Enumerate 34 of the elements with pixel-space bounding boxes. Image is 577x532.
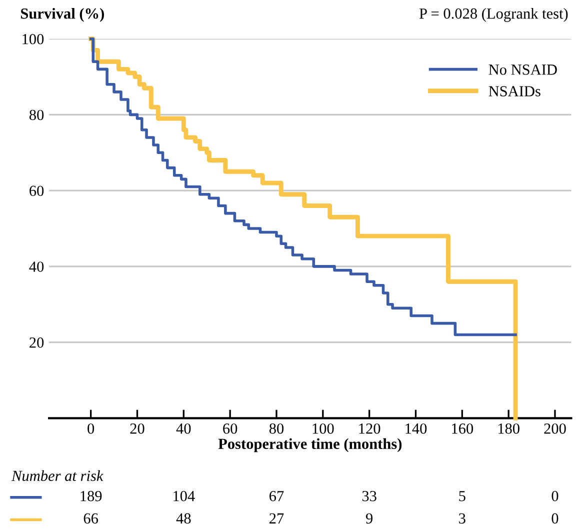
text: P = 0.028 (Logrank test) <box>419 8 568 22</box>
text: 0 <box>552 490 558 502</box>
x-tick-label: 120 <box>359 423 380 434</box>
text: 33 <box>362 490 376 502</box>
x-tick-label: 100 <box>312 423 334 434</box>
text: 66 <box>84 513 98 524</box>
x-axis-title: Postoperative time (months) <box>218 438 402 452</box>
legend-label: NSAIDs <box>488 86 540 96</box>
text: 0 <box>552 513 558 524</box>
text: 104 <box>174 490 195 502</box>
x-tick-label: 200 <box>544 423 566 434</box>
x-tick-label: 60 <box>223 423 238 434</box>
y-tick-label: 80 <box>29 110 44 120</box>
x-tick-label: 20 <box>130 423 144 434</box>
text: Number at risk <box>11 470 104 482</box>
y-tick-label: 20 <box>30 337 44 348</box>
text: 9 <box>366 513 373 524</box>
y-axis-title: Survival (%) <box>21 8 104 22</box>
y-tick-label: 40 <box>29 262 44 272</box>
text: 67 <box>270 490 284 502</box>
x-tick-label: 40 <box>176 423 191 434</box>
text: 189 <box>80 490 102 502</box>
text: 5 <box>459 491 466 502</box>
x-tick-label: 140 <box>406 423 427 434</box>
y-tick-label: 100 <box>22 34 44 44</box>
text: 27 <box>270 513 284 524</box>
x-tick-label: 0 <box>88 423 94 434</box>
text: 48 <box>176 513 191 524</box>
legend-label: No NSAID <box>488 64 557 75</box>
x-tick-label: 160 <box>452 423 474 434</box>
x-tick-label: 80 <box>269 423 284 434</box>
x-tick-label: 180 <box>498 423 520 434</box>
y-tick-label: 60 <box>30 186 44 196</box>
text: 3 <box>459 513 466 524</box>
